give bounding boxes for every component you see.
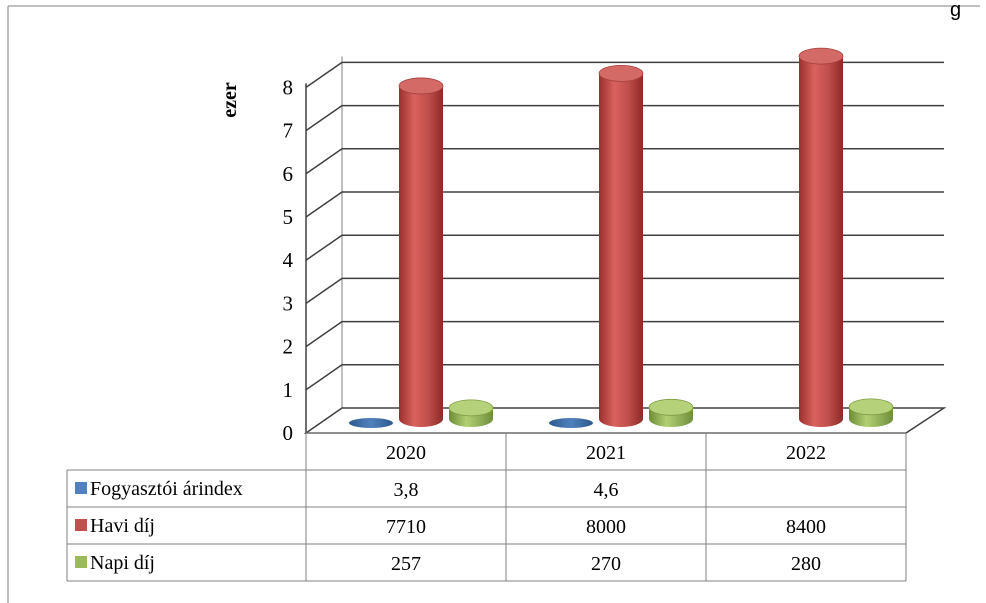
data-cell: 257 xyxy=(391,553,421,575)
data-cell: 3,8 xyxy=(394,479,419,501)
x-tick-label: 2020 xyxy=(386,442,426,464)
bar-fogyasztói-árindex-2020 xyxy=(349,418,393,428)
y-tick-label: 2 xyxy=(283,335,294,359)
y-tick-label: 6 xyxy=(283,162,294,186)
gridline xyxy=(305,61,944,89)
y-tick-label: 5 xyxy=(283,205,294,229)
legend-label: Havi díj xyxy=(90,515,155,537)
y-tick-label: 8 xyxy=(283,75,294,99)
bar-havi-dij-2021 xyxy=(599,73,643,428)
bar-top-2020 xyxy=(448,399,494,417)
data-cell: 4,6 xyxy=(594,479,619,501)
bar-top-2022 xyxy=(848,398,894,416)
legend-label: Napi díj xyxy=(90,552,155,574)
x-tick-label: 2021 xyxy=(586,442,626,464)
top-right-fragment: g xyxy=(950,0,961,21)
bar-top-2021 xyxy=(648,398,694,416)
y-tick-label: 4 xyxy=(283,248,294,272)
gridline xyxy=(305,191,944,218)
gridlines xyxy=(305,56,944,408)
gridline xyxy=(305,234,944,261)
gridline xyxy=(305,277,944,305)
bar-top-2021 xyxy=(598,65,644,82)
y-axis-title: ezer xyxy=(219,82,241,118)
bar-fogyasztói-árindex-2021 xyxy=(549,418,593,428)
y-tick-label: 1 xyxy=(283,378,294,402)
bar-top-2020 xyxy=(398,77,444,95)
bar-havi-dij-2022 xyxy=(799,56,843,428)
data-cell: 8400 xyxy=(786,516,826,538)
legend-label: Fogyasztói árindex xyxy=(90,478,243,500)
gridline xyxy=(305,148,944,175)
y-tick-label: 3 xyxy=(283,291,294,315)
data-cell: 7710 xyxy=(386,516,426,538)
bars xyxy=(349,47,894,428)
bar-top-2022 xyxy=(798,47,844,65)
x-tick-label: 2022 xyxy=(786,442,826,464)
data-cell: 8000 xyxy=(586,516,626,538)
gridline xyxy=(305,104,944,132)
gridline xyxy=(305,364,944,391)
data-cell: 280 xyxy=(791,553,821,575)
legend-swatch xyxy=(75,482,87,494)
legend-swatch xyxy=(75,519,87,531)
data-table: 2020 2021 2022 Fogyasztói árindex 3,8 4,6 Havi… xyxy=(66,432,907,582)
gridline xyxy=(305,320,944,348)
y-tick-label: 0 xyxy=(283,421,294,445)
y-tick-label: 7 xyxy=(283,119,294,143)
bar-havi-dij-2020 xyxy=(399,85,443,427)
legend-swatch xyxy=(75,556,87,568)
data-cell: 270 xyxy=(591,553,621,575)
y-axis: 0 1 2 3 4 5 6 7 8 xyxy=(283,75,307,445)
